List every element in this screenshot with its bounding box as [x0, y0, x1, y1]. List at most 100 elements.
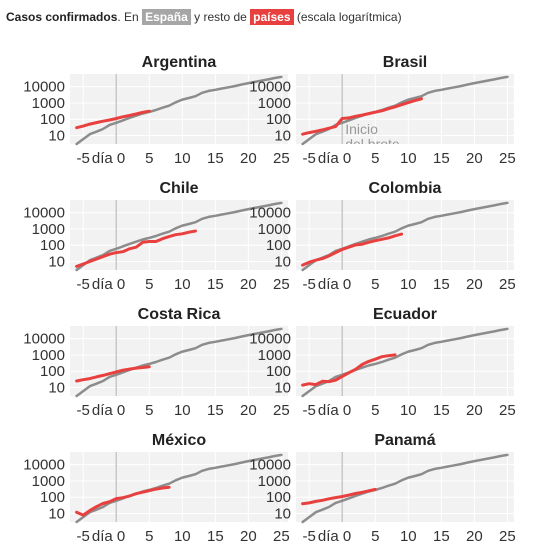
- series-line-brasil: [301, 97, 423, 136]
- panel-background: [296, 74, 514, 144]
- y-tick-label: 10000: [249, 331, 291, 348]
- x-tick-label: 15: [207, 150, 224, 167]
- series-line-spain: [75, 75, 283, 146]
- x-tick-label: 10: [400, 402, 417, 419]
- y-tick-label: 1000: [32, 347, 65, 364]
- x-tick-label: 20: [240, 150, 257, 167]
- x-tick-label: 15: [207, 528, 224, 545]
- y-tick-label: 10: [274, 505, 291, 522]
- y-tick-label: 10000: [23, 457, 65, 474]
- y-tick-label: 10000: [249, 457, 291, 474]
- y-tick-label: 10: [48, 505, 65, 522]
- x-tick-label: 15: [433, 276, 450, 293]
- x-tick-label: -5: [77, 528, 90, 545]
- panel-background: [296, 326, 514, 396]
- panel-title: Chile: [159, 180, 198, 197]
- x-tick-label: -5: [77, 150, 90, 167]
- y-tick-label: 1000: [32, 473, 65, 490]
- x-tick-label: 5: [145, 150, 153, 167]
- x-tick-label: 15: [433, 528, 450, 545]
- x-tick-label: 5: [145, 528, 153, 545]
- y-tick-label: 10: [48, 127, 65, 144]
- x-tick-label: día 0: [92, 276, 125, 293]
- x-tick-label: día 0: [92, 528, 125, 545]
- x-tick-label: 5: [371, 402, 379, 419]
- x-tick-label: 10: [174, 276, 191, 293]
- x-tick-label: 10: [400, 150, 417, 167]
- x-tick-label: día 0: [318, 402, 351, 419]
- x-tick-label: -5: [77, 276, 90, 293]
- x-tick-label: día 0: [318, 276, 351, 293]
- header-lead: Casos confirmados: [6, 10, 118, 24]
- x-tick-label: 15: [433, 150, 450, 167]
- series-line-spain: [75, 327, 283, 398]
- y-tick-label: 10000: [249, 79, 291, 96]
- panel-title: Panamá: [374, 432, 435, 449]
- x-tick-label: 5: [145, 402, 153, 419]
- series-line-spain: [301, 327, 509, 398]
- x-tick-label: 5: [145, 276, 153, 293]
- x-tick-label: 25: [499, 402, 516, 419]
- x-tick-label: -5: [303, 402, 316, 419]
- x-tick-label: 15: [207, 276, 224, 293]
- x-tick-label: 5: [371, 528, 379, 545]
- panel-background: [296, 200, 514, 270]
- y-tick-label: 10000: [23, 331, 65, 348]
- x-tick-label: 20: [466, 276, 483, 293]
- x-tick-label: 25: [273, 276, 290, 293]
- panel-title: Brasil: [383, 54, 427, 71]
- x-tick-label: -5: [303, 528, 316, 545]
- x-tick-label: 25: [273, 402, 290, 419]
- y-tick-label: 10: [48, 379, 65, 396]
- x-tick-label: -5: [77, 402, 90, 419]
- y-tick-label: 100: [266, 237, 291, 254]
- chart-header: Casos confirmados. En España y resto de …: [6, 9, 402, 25]
- series-line-colombia: [301, 232, 404, 267]
- y-tick-label: 10: [274, 379, 291, 396]
- legend-countries-tag: países: [250, 9, 294, 25]
- x-tick-label: 25: [499, 150, 516, 167]
- y-tick-label: 100: [266, 363, 291, 380]
- y-tick-label: 100: [40, 237, 65, 254]
- panel-background: [70, 74, 288, 144]
- panel-title: Costa Rica: [138, 306, 221, 323]
- header-tail: (escala logarítmica): [296, 10, 402, 24]
- series-line-panam-: [301, 487, 377, 506]
- x-tick-label: 25: [273, 150, 290, 167]
- y-tick-label: 1000: [258, 221, 291, 238]
- x-tick-label: 10: [400, 276, 417, 293]
- panel-title: Argentina: [142, 54, 217, 71]
- panel-title: México: [152, 432, 206, 449]
- y-tick-label: 1000: [32, 95, 65, 112]
- series-line-spain: [75, 201, 283, 272]
- x-tick-label: día 0: [318, 150, 351, 167]
- panel-background: [70, 326, 288, 396]
- x-tick-label: 25: [499, 276, 516, 293]
- x-tick-label: 10: [174, 150, 191, 167]
- x-tick-label: -5: [303, 150, 316, 167]
- series-line-argentina: [75, 109, 151, 130]
- panel-background: [70, 452, 288, 522]
- x-tick-label: 15: [433, 402, 450, 419]
- y-tick-label: 100: [40, 111, 65, 128]
- x-tick-label: 5: [371, 276, 379, 293]
- y-tick-label: 10: [274, 127, 291, 144]
- y-tick-label: 10000: [249, 205, 291, 222]
- y-tick-label: 10: [48, 253, 65, 270]
- panel-title: Colombia: [369, 180, 442, 197]
- y-tick-label: 10: [274, 253, 291, 270]
- y-tick-label: 1000: [258, 347, 291, 364]
- annotation-outbreak-start: Inicio: [345, 121, 378, 137]
- y-tick-label: 1000: [32, 221, 65, 238]
- y-tick-label: 10000: [23, 79, 65, 96]
- series-line-ecuador: [301, 353, 397, 387]
- header-mid2: y resto de: [194, 10, 247, 24]
- y-tick-label: 100: [40, 489, 65, 506]
